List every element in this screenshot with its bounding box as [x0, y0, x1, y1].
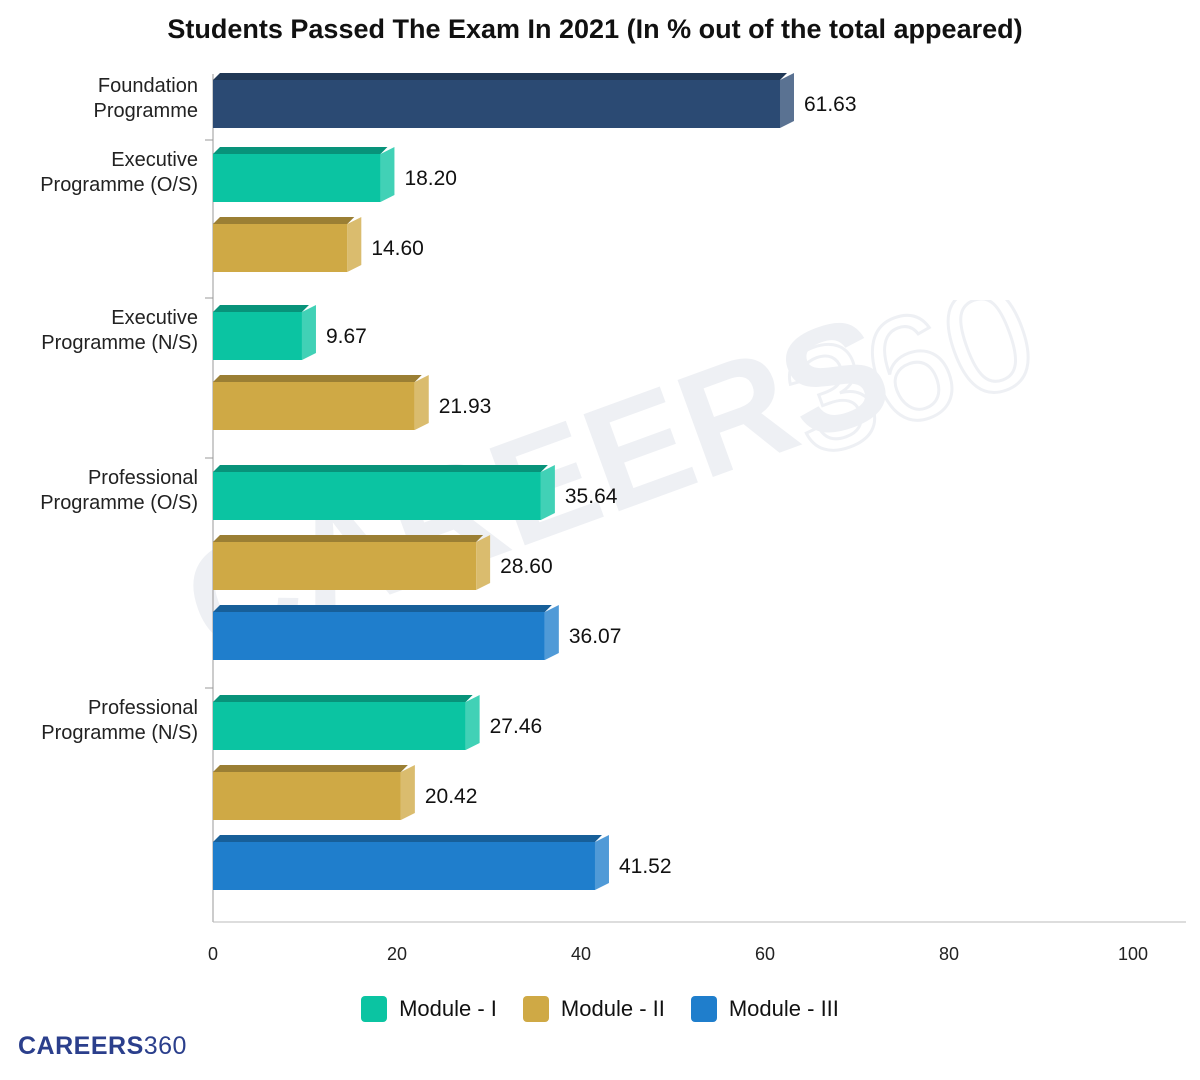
bar-value-label: 35.64	[565, 485, 618, 508]
bar-top-face	[213, 605, 552, 612]
legend-label-module-2: Module - II	[560, 996, 665, 1021]
bar-top-face	[213, 305, 309, 312]
legend-item-module-3[interactable]: Module - III	[690, 996, 839, 1022]
legend-label-module-1: Module - I	[399, 996, 497, 1021]
bar-top-face	[213, 73, 787, 80]
bar-top-face	[213, 465, 548, 472]
bar	[213, 472, 541, 520]
bar-value-label: 61.63	[804, 93, 857, 116]
bar-side-face	[414, 375, 429, 430]
bar-top-face	[213, 535, 484, 542]
bar-value-label: 14.60	[371, 237, 424, 260]
bar-value-label: 21.93	[439, 395, 492, 418]
bar-value-label: 9.67	[326, 325, 367, 348]
bar-top-face	[213, 835, 602, 842]
bar-side-face	[380, 147, 395, 202]
bar	[213, 702, 466, 750]
bar-side-face	[594, 835, 609, 890]
legend-item-module-2[interactable]: Module - II	[522, 996, 665, 1022]
bar-top-face	[213, 147, 388, 154]
category-label: Foundation	[98, 75, 198, 97]
legend-swatch-module-3	[690, 996, 717, 1022]
bar-value-label: 20.42	[425, 785, 478, 808]
category-label: Programme (O/S)	[40, 492, 198, 514]
bar-side-face	[347, 217, 362, 272]
category-label: Programme	[94, 100, 198, 122]
legend-item-module-1[interactable]: Module - I	[361, 996, 497, 1022]
bar	[213, 542, 477, 590]
bar-top-face	[213, 375, 422, 382]
bar	[213, 154, 381, 202]
chart-title: Students Passed The Exam In 2021 (In % o…	[167, 14, 1023, 44]
bar	[213, 612, 545, 660]
category-label: Professional	[88, 697, 198, 719]
bar-chart: 0 20 40 60 80 100 Foundation Programme 61.63 Exec…	[40, 73, 1186, 964]
legend-label-module-3: Module - III	[728, 996, 839, 1021]
x-tick-label: 80	[939, 944, 959, 964]
bar-value-label: 18.20	[404, 167, 457, 190]
bar-side-face	[465, 695, 480, 750]
bar	[213, 80, 780, 128]
bar	[213, 312, 302, 360]
bar-side-face	[400, 765, 415, 820]
bar-value-label: 41.52	[619, 855, 672, 878]
x-tick-label: 40	[571, 944, 591, 964]
category-label: Programme (O/S)	[40, 174, 198, 196]
category-label: Programme (N/S)	[41, 722, 198, 744]
bar-value-label: 36.07	[569, 625, 622, 648]
category-label: Programme (N/S)	[41, 332, 198, 354]
x-tick-label: 0	[208, 944, 218, 964]
category-label: Professional	[88, 467, 198, 489]
bar	[213, 772, 401, 820]
careers360-logo: CAREERS360	[18, 1032, 187, 1061]
category-label: Executive	[111, 149, 198, 171]
bar	[213, 382, 415, 430]
category-label: Executive	[111, 307, 198, 329]
bar-value-label: 28.60	[500, 555, 553, 578]
bar-side-face	[476, 535, 491, 590]
bar-top-face	[213, 695, 473, 702]
bar-side-face	[540, 465, 555, 520]
logo-light-text: 360	[143, 1032, 187, 1060]
logo-bold-text: CAREERS	[18, 1032, 144, 1060]
x-tick-label: 60	[755, 944, 775, 964]
bar	[213, 842, 595, 890]
bar-top-face	[213, 765, 408, 772]
legend-swatch-module-2	[522, 996, 549, 1022]
x-tick-label: 20	[387, 944, 407, 964]
x-tick-label: 100	[1118, 944, 1148, 964]
bar-top-face	[213, 217, 355, 224]
bar-side-face	[779, 73, 794, 128]
bar-side-face	[544, 605, 559, 660]
bar-value-label: 27.46	[490, 715, 543, 738]
bar-side-face	[301, 305, 316, 360]
bar	[213, 224, 348, 272]
legend: Module - I Module - II Module - III	[0, 996, 1200, 1022]
legend-swatch-module-1	[361, 996, 388, 1022]
